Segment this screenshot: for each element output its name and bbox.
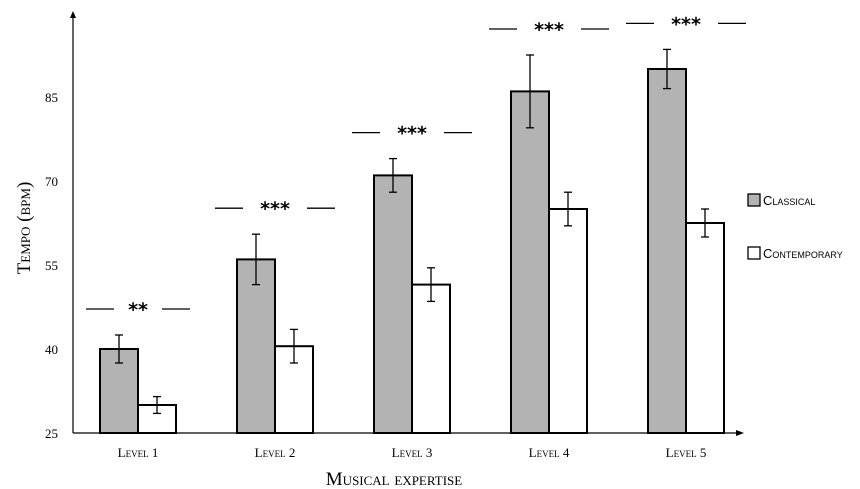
significance-marker-3: *** [352,123,472,145]
y-tick-label: 70 [45,174,58,189]
significance-marker-1: ** [86,299,190,321]
significance-markers: *********** *** [86,13,746,321]
x-category-label: Level 3 [392,445,433,460]
error-bar-contemporary-4 [564,191,572,227]
x-category-label: Level 2 [255,445,296,460]
significance-marker-5: *** [626,13,746,35]
y-axis-arrow [70,11,76,18]
bar-contemporary-3 [411,283,451,434]
error-bar-classical-1 [115,334,123,364]
y-tick-label: 25 [45,426,58,441]
bars [99,68,725,435]
y-tick-label: 40 [45,342,58,357]
y-tick-labels: 25 40 55 70 85 [45,90,58,441]
legend: Classical Contemporary [747,193,843,261]
significance-stars: *** [397,123,427,145]
legend-label: Contemporary [763,246,843,261]
x-category-label: Level 5 [666,445,707,460]
x-axis-arrow [736,430,744,436]
bar-contemporary-4 [548,208,588,434]
bar-contemporary-5 [685,222,725,434]
error-bars [115,48,709,415]
error-bar-classical-3 [389,157,397,193]
legend-swatch [747,246,761,260]
legend-label: Classical [763,193,815,208]
significance-stars: ** [128,299,148,321]
bar-classical-4 [510,90,550,435]
error-bar-contemporary-5 [701,208,709,238]
significance-stars: *** [260,198,290,220]
significance-marker-4: *** [489,19,609,41]
error-bar-contemporary-3 [427,267,435,303]
x-category-labels: Level 1 Level 2 Level 3 Level 4 Level 5 [118,445,707,460]
x-category-label: Level 1 [118,445,159,460]
error-bar-contemporary-2 [290,328,298,364]
y-tick-label: 85 [45,90,58,105]
bar-classical-2 [236,258,276,434]
bar-classical-3 [373,174,413,434]
legend-item-contemporary: Contemporary [747,246,843,261]
bar-classical-5 [647,68,687,434]
x-category-label: Level 4 [529,445,570,460]
significance-stars: *** [671,13,701,35]
x-axis-title: Musical expertise [326,469,462,489]
legend-item-classical: Classical [747,193,815,208]
y-tick-label: 55 [45,258,58,273]
error-bar-classical-5 [663,48,671,90]
significance-stars: *** [534,19,564,41]
error-bar-classical-4 [526,54,534,129]
significance-marker-2: *** [215,198,335,220]
y-axis-title: Tempo (bpm) [14,182,35,275]
error-bar-classical-2 [252,233,260,286]
error-bar-contemporary-1 [153,395,161,415]
legend-swatch [747,193,761,207]
